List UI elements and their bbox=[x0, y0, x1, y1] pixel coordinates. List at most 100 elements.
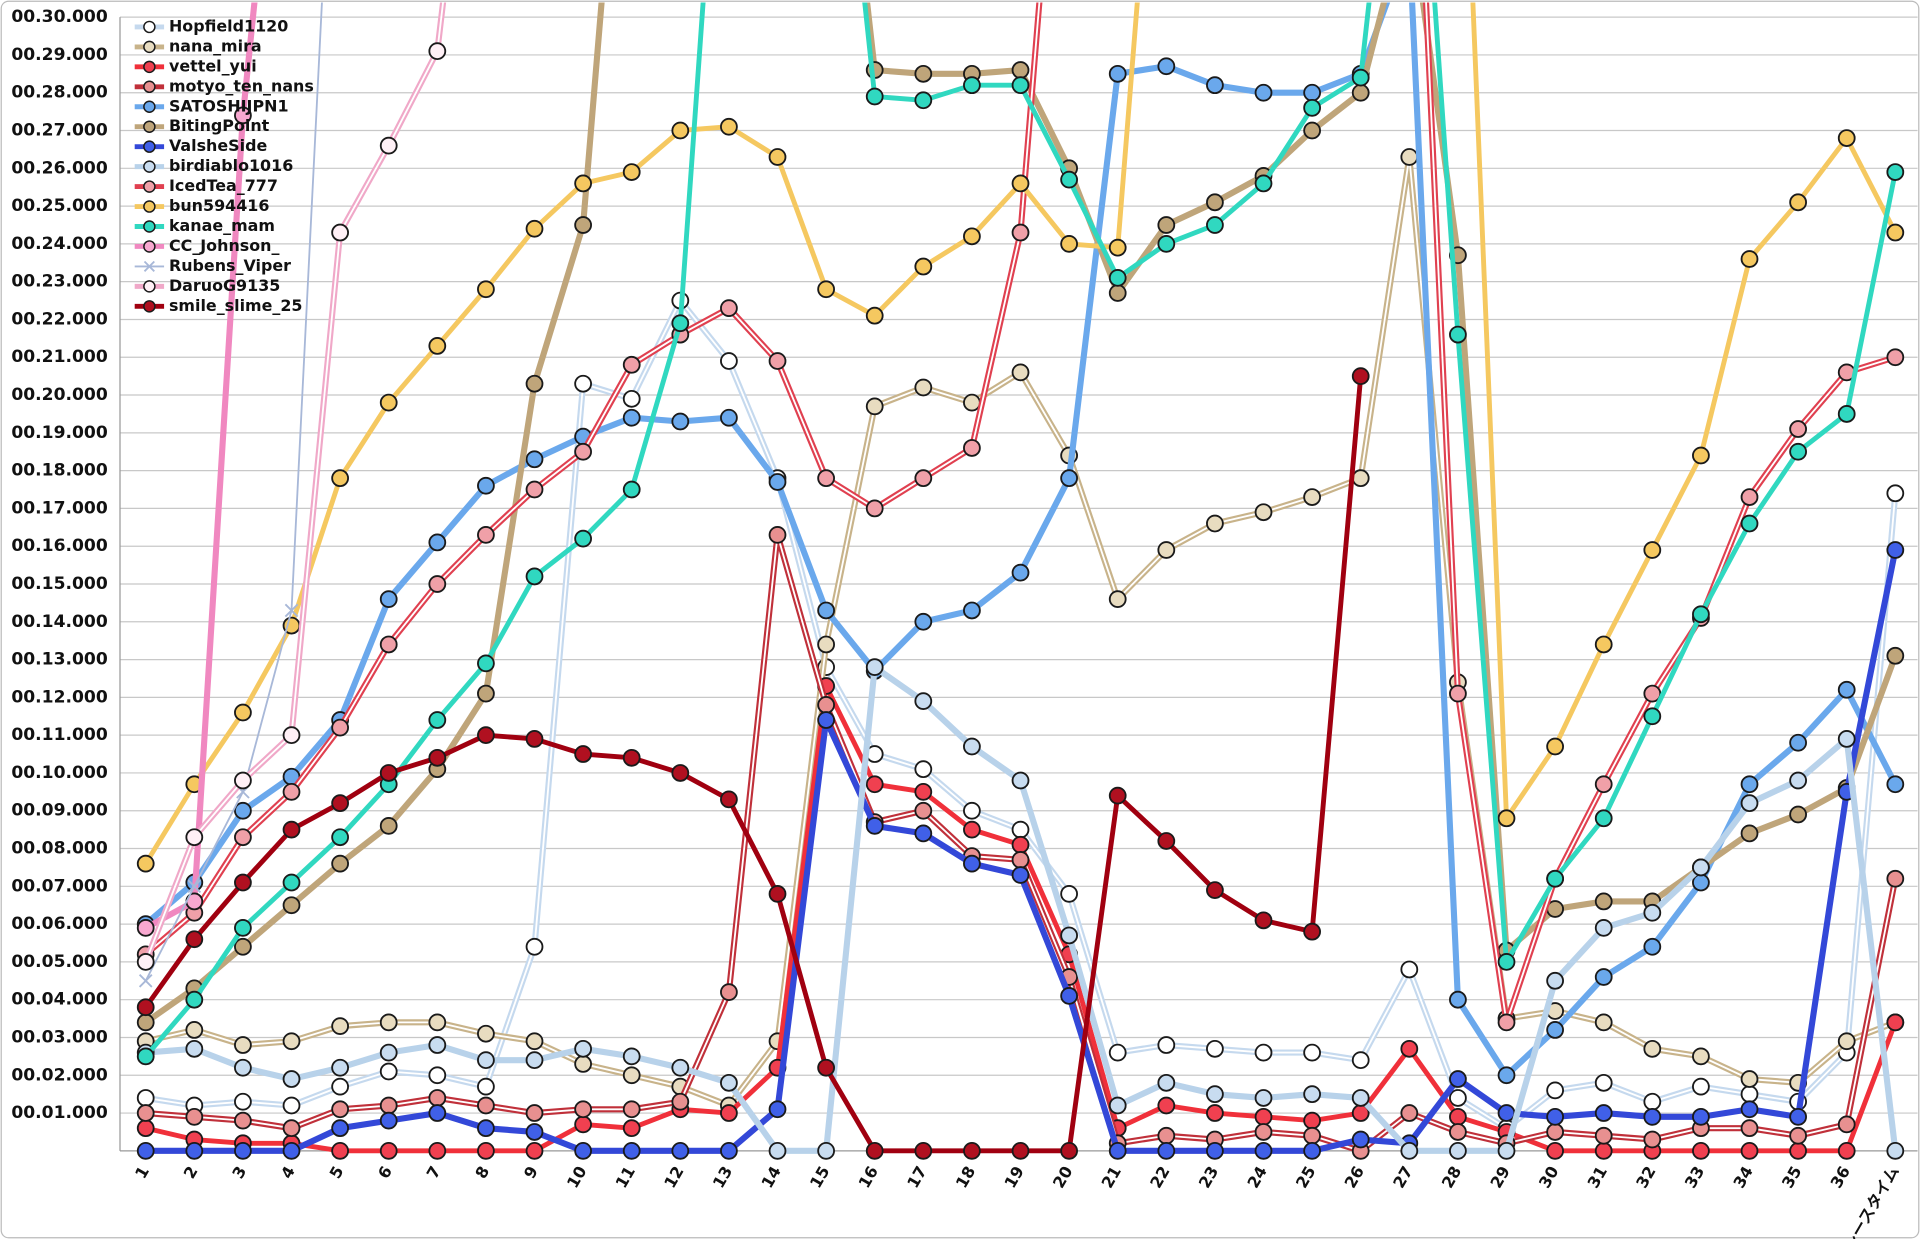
point bbox=[768, 884, 787, 903]
point bbox=[817, 601, 835, 620]
point bbox=[914, 257, 933, 276]
point bbox=[477, 1051, 495, 1070]
point bbox=[428, 337, 447, 355]
point bbox=[1594, 1013, 1613, 1032]
point bbox=[865, 397, 884, 416]
series-line bbox=[144, 2, 258, 931]
point bbox=[379, 1062, 398, 1081]
point bbox=[185, 1021, 204, 1039]
point bbox=[1740, 1070, 1759, 1088]
point bbox=[1108, 269, 1127, 287]
series bbox=[136, 367, 1370, 1160]
point bbox=[622, 1141, 641, 1160]
y-tick-label: 00.04.000 bbox=[11, 990, 108, 1010]
point bbox=[1789, 420, 1807, 438]
point bbox=[1449, 1141, 1467, 1160]
point bbox=[282, 726, 301, 745]
legend-marker bbox=[143, 40, 156, 54]
legend-marker bbox=[143, 140, 156, 153]
point bbox=[865, 499, 884, 518]
point bbox=[1886, 348, 1905, 367]
point bbox=[914, 1141, 933, 1160]
point bbox=[525, 1123, 544, 1141]
point bbox=[963, 76, 981, 95]
series bbox=[136, 525, 1905, 1160]
series-line bbox=[143, 375, 1364, 1154]
y-tick-label: 00.14.000 bbox=[11, 612, 108, 632]
point bbox=[1157, 57, 1176, 76]
point bbox=[234, 919, 252, 937]
point bbox=[914, 469, 933, 488]
point bbox=[525, 567, 544, 586]
point bbox=[1643, 1092, 1662, 1111]
point bbox=[1400, 148, 1419, 166]
point bbox=[282, 1119, 301, 1138]
point bbox=[1254, 1043, 1273, 1062]
point bbox=[379, 1141, 398, 1160]
point bbox=[1303, 1141, 1321, 1160]
legend-marker bbox=[143, 300, 156, 313]
point bbox=[1303, 1111, 1321, 1130]
legend-label: motyo_ten_nans bbox=[169, 76, 314, 95]
point bbox=[963, 854, 981, 873]
point bbox=[525, 1032, 544, 1051]
point bbox=[865, 658, 884, 677]
point bbox=[914, 64, 933, 83]
point bbox=[282, 873, 301, 892]
point bbox=[1837, 1115, 1856, 1134]
point bbox=[1546, 869, 1564, 888]
point bbox=[622, 1119, 641, 1138]
point bbox=[1886, 646, 1905, 665]
series bbox=[136, 2, 1905, 1032]
y-tick-label: 00.08.000 bbox=[11, 839, 108, 859]
point bbox=[282, 1141, 301, 1160]
point bbox=[1060, 884, 1078, 903]
point bbox=[1837, 1141, 1856, 1160]
point bbox=[1546, 737, 1564, 756]
point bbox=[1351, 68, 1370, 87]
point bbox=[574, 1039, 592, 1058]
point bbox=[914, 824, 933, 843]
legend-label: bun594416 bbox=[169, 196, 269, 215]
point bbox=[477, 476, 495, 495]
point bbox=[622, 389, 641, 408]
point bbox=[1011, 174, 1030, 193]
point bbox=[1011, 850, 1030, 869]
point bbox=[720, 299, 738, 318]
point bbox=[1449, 1070, 1467, 1088]
y-tick-label: 00.19.000 bbox=[11, 423, 108, 443]
point bbox=[1740, 1100, 1759, 1119]
series bbox=[136, 677, 1905, 1160]
point bbox=[477, 654, 495, 673]
point bbox=[1497, 809, 1516, 828]
legend-marker bbox=[143, 220, 156, 233]
point bbox=[136, 1089, 155, 1107]
point bbox=[1643, 541, 1662, 559]
point bbox=[1643, 684, 1662, 703]
point bbox=[622, 163, 641, 181]
point bbox=[720, 1141, 738, 1160]
point bbox=[1740, 775, 1759, 794]
point bbox=[187, 879, 202, 894]
legend-label: DaruoG9135 bbox=[169, 276, 280, 295]
point bbox=[1740, 824, 1759, 843]
point bbox=[1011, 363, 1030, 382]
point bbox=[234, 771, 252, 790]
point bbox=[331, 1058, 349, 1077]
y-tick-label: 00.12.000 bbox=[11, 687, 108, 707]
point bbox=[136, 953, 155, 971]
point bbox=[720, 117, 738, 136]
point bbox=[1157, 1073, 1176, 1092]
point bbox=[574, 1055, 592, 1073]
point bbox=[1060, 469, 1078, 488]
y-tick-label: 00.21.000 bbox=[11, 347, 108, 367]
point bbox=[331, 794, 349, 813]
point bbox=[1254, 911, 1273, 930]
point bbox=[428, 42, 447, 61]
point bbox=[865, 816, 884, 835]
point bbox=[1254, 1107, 1273, 1126]
point bbox=[525, 937, 544, 956]
point bbox=[1789, 442, 1807, 461]
point bbox=[525, 374, 544, 393]
point bbox=[1643, 1107, 1662, 1126]
